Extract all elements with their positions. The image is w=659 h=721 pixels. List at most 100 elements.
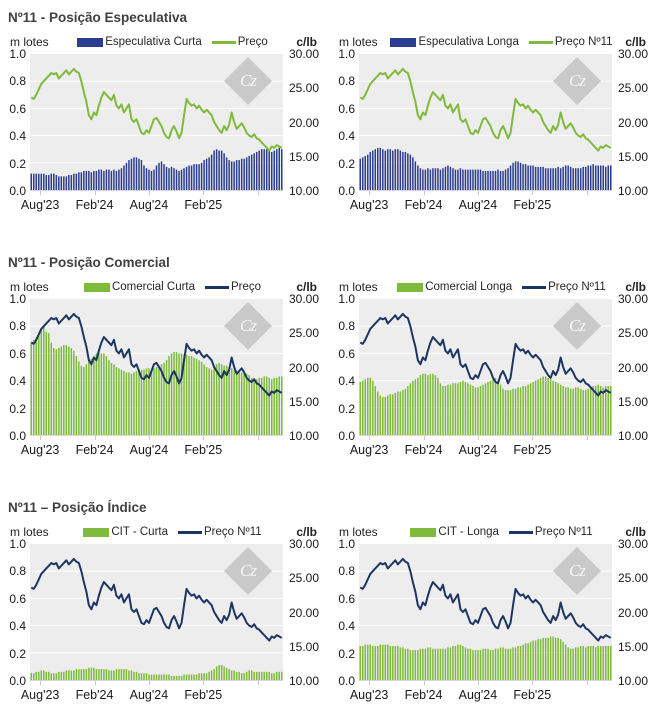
panel-comercial-longa: m lotes Comercial Longa Preço Nº11 c/lb 1.0 0… [329, 278, 658, 458]
left-axis-ticks: 1.0 0.8 0.6 0.4 0.2 0.0 [0, 538, 30, 687]
left-tick-label: 0.4 [338, 374, 355, 389]
cz-watermark-text: Cz [569, 71, 585, 90]
left-axis-unit-label: m lotes [339, 525, 378, 539]
left-tick-label: 0.2 [9, 156, 26, 171]
right-tick-label: 20.00 [289, 360, 320, 375]
x-axis-label: Feb'24 [404, 688, 443, 702]
right-tick-label: 15.00 [618, 394, 649, 409]
panel-cit-curta: m lotes CIT - Curta Preço Nº11 c/lb 1.0 0.8 0.… [0, 523, 329, 703]
left-axis-unit-label: m lotes [339, 35, 378, 49]
section-comercial: Nº11 - Posição Comercial m lotes Comercia… [0, 255, 659, 494]
row-comercial: m lotes Comercial Curta Preço c/lb 1.0 0.8 0.6… [0, 278, 659, 458]
right-tick-label: 30.00 [618, 47, 649, 61]
right-tick-label: 15.00 [618, 149, 649, 164]
x-axis-label: Aug'23 [349, 198, 389, 212]
bar-series-swatch [397, 282, 424, 292]
section-title-indice: Nº11 – Posição Índice [8, 500, 147, 515]
x-axis-label: Feb'24 [404, 443, 443, 457]
right-tick-label: 10.00 [289, 429, 320, 443]
x-axis-tick [203, 681, 205, 685]
right-axis-unit-label: c/lb [625, 280, 646, 294]
right-tick-label: 15.00 [618, 639, 649, 654]
x-axis-tick [94, 681, 96, 685]
line-series-swatch [211, 40, 236, 44]
x-axis-labels: Aug'23 Feb'24 Aug'24 Feb'25 [21, 196, 283, 213]
bar-series-swatch [77, 37, 104, 47]
right-axis-ticks: 30.00 25.00 20.00 15.00 10.00 [612, 48, 658, 197]
x-axis-tick [148, 191, 150, 195]
x-axis-label: Feb'24 [75, 198, 114, 212]
left-tick-label: 0.8 [338, 564, 355, 579]
plot-area: Cz [30, 544, 283, 681]
right-tick-label: 20.00 [618, 605, 649, 620]
line-series-legend-label: Preço [237, 36, 268, 48]
x-axis-tick [532, 436, 534, 440]
left-tick-label: 0.4 [9, 619, 26, 634]
x-axis-tick [369, 436, 371, 440]
plot-area: Cz [359, 299, 612, 436]
right-axis-unit-label: c/lb [296, 280, 317, 294]
right-tick-label: 20.00 [618, 360, 649, 375]
x-axis-tick [586, 436, 588, 440]
row-indice: m lotes CIT - Curta Preço Nº11 c/lb 1.0 0.8 0.… [0, 523, 659, 703]
x-axis-tick [532, 681, 534, 685]
x-axis-label: Feb'24 [404, 198, 443, 212]
left-axis-unit-label: m lotes [10, 280, 49, 294]
left-tick-label: 0.2 [338, 156, 355, 171]
bar-series-swatch [83, 282, 110, 292]
left-tick-label: 0.2 [9, 401, 26, 416]
x-axis-tick [477, 436, 479, 440]
right-axis-unit-label: c/lb [625, 35, 646, 49]
x-axis-label: Feb'25 [184, 688, 223, 702]
line-series-legend-label: Preço Nº11 [204, 526, 262, 538]
left-axis-ticks: 1.0 0.8 0.6 0.4 0.2 0.0 [0, 48, 30, 197]
right-tick-label: 25.00 [618, 326, 649, 341]
panel-cit-longa: m lotes CIT - Longa Preço Nº11 c/lb 1.0 0.8 0.… [329, 523, 658, 703]
right-axis-ticks: 30.00 25.00 20.00 15.00 10.00 [283, 293, 329, 442]
left-axis-ticks: 1.0 0.8 0.6 0.4 0.2 0.0 [0, 293, 30, 442]
left-axis-ticks: 1.0 0.8 0.6 0.4 0.2 0.0 [329, 48, 359, 197]
left-tick-label: 0.0 [9, 674, 26, 688]
right-tick-label: 20.00 [618, 115, 649, 130]
bar-series-swatch [83, 527, 110, 537]
bar-series-legend-label: Comercial Curta [111, 281, 196, 293]
x-axis-tick [257, 681, 259, 685]
plot-area: Cz [30, 54, 283, 191]
x-axis-labels: Aug'23 Feb'24 Aug'24 Feb'25 [350, 686, 612, 703]
right-tick-label: 15.00 [289, 394, 320, 409]
right-tick-label: 10.00 [618, 674, 649, 688]
left-tick-label: 0.8 [338, 319, 355, 334]
left-axis-unit-label: m lotes [339, 280, 378, 294]
left-tick-label: 0.6 [9, 346, 26, 361]
bar-series-swatch [410, 527, 437, 537]
x-axis-tick [369, 681, 371, 685]
left-axis-unit-label: m lotes [10, 35, 49, 49]
bar-series-legend-label: Especulativa Longa [418, 36, 519, 48]
x-axis-tick [203, 436, 205, 440]
cz-watermark-text: Cz [569, 316, 585, 335]
x-axis-label: Feb'24 [75, 443, 114, 457]
right-axis-ticks: 30.00 25.00 20.00 15.00 10.00 [283, 538, 329, 687]
x-axis-tick-marks [359, 191, 612, 196]
left-tick-label: 1.0 [338, 292, 355, 306]
x-axis-label: Aug'23 [20, 198, 60, 212]
right-tick-label: 20.00 [289, 605, 320, 620]
section-title-especulativa: Nº11 - Posição Especulativa [8, 10, 188, 25]
x-axis-label: Aug'23 [20, 688, 60, 702]
x-axis-labels: Aug'23 Feb'24 Aug'24 Feb'25 [21, 686, 283, 703]
x-axis-label: Aug'24 [129, 443, 169, 457]
left-tick-label: 0.2 [338, 401, 355, 416]
x-axis-tick [257, 191, 259, 195]
x-axis-tick [423, 436, 425, 440]
line-series-swatch [205, 285, 230, 289]
x-axis-tick [477, 191, 479, 195]
cit-longa-chart [359, 544, 612, 680]
left-tick-label: 0.8 [9, 564, 26, 579]
x-axis-tick [369, 191, 371, 195]
left-tick-label: 0.2 [9, 646, 26, 661]
left-tick-label: 0.8 [338, 74, 355, 89]
row-especulativa: m lotes Especulativa Curta Preço c/lb 1.0 0.8… [0, 33, 659, 213]
left-tick-label: 0.6 [9, 591, 26, 606]
line-series-legend-label: Preço Nº11 [554, 36, 613, 48]
